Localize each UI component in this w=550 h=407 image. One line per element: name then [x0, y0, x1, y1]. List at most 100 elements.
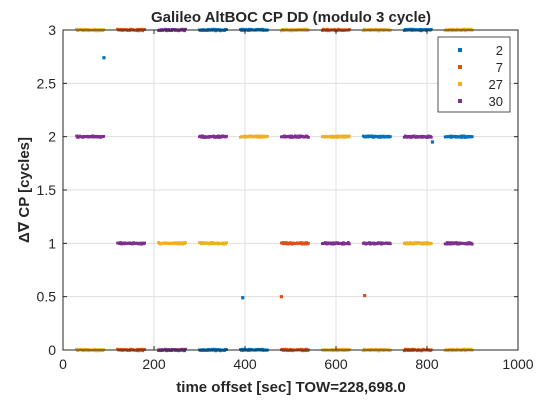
- data-point: [241, 296, 245, 300]
- data-point: [402, 349, 406, 353]
- data-point: [335, 29, 339, 33]
- legend-entry-label: 30: [489, 94, 503, 109]
- data-point: [346, 241, 350, 244]
- data-point: [285, 241, 288, 244]
- y-tick-label: 2.5: [37, 75, 57, 91]
- data-point: [80, 347, 84, 351]
- data-point: [119, 241, 123, 244]
- data-point: [466, 242, 470, 246]
- data-point: [388, 135, 392, 138]
- data-point: [143, 28, 147, 31]
- data-point: [307, 136, 310, 139]
- data-point: [429, 242, 433, 245]
- data-point: [75, 27, 79, 31]
- y-axis-label: Δ∇ CP [cycles]: [16, 137, 33, 243]
- data-point: [460, 136, 464, 139]
- y-tick-label: 2: [48, 129, 56, 145]
- legend-box: [437, 36, 511, 113]
- data-point: [462, 347, 466, 351]
- data-point: [430, 140, 435, 144]
- data-point: [290, 134, 293, 138]
- data-point: [307, 241, 310, 245]
- data-point: [93, 347, 97, 351]
- data-point: [429, 27, 433, 31]
- data-point: [304, 349, 307, 353]
- data-point: [257, 134, 260, 138]
- chart-title: Galileo AltBOC CP DD (modulo 3 cycle): [151, 9, 431, 26]
- data-point: [266, 134, 269, 138]
- data-point: [341, 347, 345, 351]
- data-point: [217, 134, 220, 138]
- data-point: [424, 242, 428, 246]
- data-point: [93, 27, 97, 31]
- data-point: [462, 134, 466, 138]
- y-tick-label: 0.5: [37, 289, 57, 305]
- data-point: [225, 134, 228, 138]
- data-point: [136, 27, 140, 31]
- x-axis-label: time offset [sec] TOW=228,698.0: [176, 379, 405, 396]
- data-point: [305, 241, 308, 244]
- legend-entry-label: 2: [496, 43, 503, 58]
- x-tick-label: 600: [324, 356, 348, 372]
- data-point: [289, 136, 292, 139]
- data-point: [459, 134, 463, 138]
- data-point: [300, 347, 303, 351]
- data-point: [305, 347, 308, 351]
- data-point: [370, 134, 374, 138]
- data-point: [347, 348, 351, 351]
- y-tick-label: 3: [48, 22, 56, 38]
- data-point: [184, 347, 187, 351]
- x-tick-label: 0: [59, 356, 67, 372]
- legend-marker: [458, 48, 462, 52]
- data-point: [213, 27, 216, 31]
- x-tick-label: 1000: [502, 356, 533, 372]
- data-point: [143, 241, 147, 245]
- data-point: [340, 242, 344, 246]
- data-point: [470, 242, 474, 246]
- y-tick-label: 0: [48, 342, 56, 358]
- y-tick-label: 1: [48, 235, 56, 251]
- data-point: [164, 27, 167, 31]
- y-tick-label: 1.5: [37, 182, 57, 198]
- data-point: [347, 242, 351, 246]
- data-point: [341, 134, 345, 138]
- data-point: [182, 347, 185, 351]
- data-point: [325, 27, 329, 31]
- data-point: [183, 349, 186, 353]
- legend-entry-label: 7: [496, 60, 503, 75]
- data-point: [377, 29, 381, 33]
- data-point: [285, 347, 288, 351]
- data-point: [462, 27, 466, 31]
- data-point: [225, 241, 228, 245]
- data-point: [377, 349, 381, 353]
- data-point: [279, 295, 283, 299]
- data-point: [363, 294, 367, 298]
- legend-marker: [458, 99, 462, 103]
- x-tick-label: 400: [233, 356, 257, 372]
- data-point: [136, 347, 140, 351]
- data-point: [137, 349, 141, 353]
- series-30: [75, 27, 474, 353]
- data-point: [102, 56, 106, 60]
- data-point: [180, 241, 183, 245]
- data-point: [184, 27, 187, 31]
- data-point: [183, 29, 186, 33]
- data-point: [335, 349, 339, 353]
- axis-tick-labels: 0 200 400 600 800 1000 0 0.5 1 1.5 2 2.5 3: [37, 22, 534, 372]
- data-point: [184, 241, 187, 244]
- axis-ticks: [62, 29, 519, 351]
- legend-entry-label: 27: [489, 77, 503, 92]
- data-point: [388, 242, 392, 246]
- data-point: [213, 347, 216, 351]
- data-point: [75, 134, 79, 138]
- data-point: [140, 347, 144, 351]
- data-point: [75, 347, 79, 351]
- data-point: [361, 29, 365, 33]
- data-point: [347, 28, 351, 31]
- x-tick-label: 200: [142, 356, 166, 372]
- data-point: [335, 136, 339, 139]
- data-point: [164, 347, 167, 351]
- data-point: [102, 134, 106, 138]
- data-point: [137, 29, 141, 33]
